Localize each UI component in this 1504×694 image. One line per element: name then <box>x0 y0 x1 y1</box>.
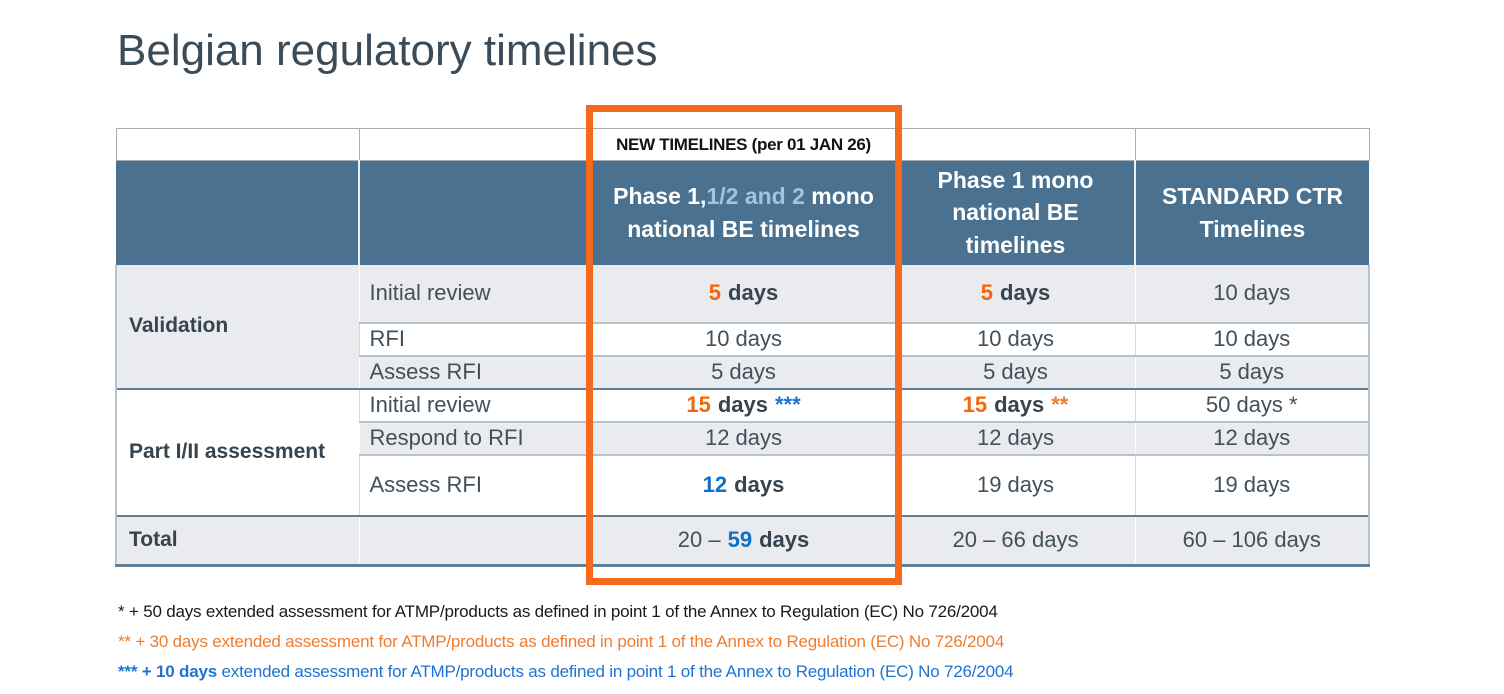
cell-mono-total: 20 – 66 days <box>895 514 1135 567</box>
value-unit: days <box>759 527 810 553</box>
cell-ctr: 5 days <box>1134 354 1370 389</box>
cell-mono: 5 days <box>895 354 1135 389</box>
cell-mono: 5 days <box>895 264 1135 323</box>
cell-mono: 15 days ** <box>895 387 1135 422</box>
new-timelines-banner: NEW TIMELINES (per 01 JAN 26) <box>590 128 897 161</box>
banner-row: NEW TIMELINES (per 01 JAN 26) <box>115 128 1370 161</box>
table-row-validation-initial-review: Validation Initial review 5 days 5 days 10… <box>115 264 1370 389</box>
cell-new: 5 days <box>590 354 896 389</box>
header-row: Phase 1,1/2 and 2 mono national BE timel… <box>116 160 1369 265</box>
header-phase-light: 1/2 and 2 <box>706 183 805 210</box>
cell-ctr: 10 days <box>1134 264 1370 323</box>
footnote-standard-ctr: * + 50 days extended assessment for ATMP… <box>118 602 998 622</box>
group-label-total: Total <box>115 514 359 567</box>
row-label: Initial review <box>358 264 591 323</box>
banner-empty-cell <box>895 128 1136 161</box>
col-header-standard-ctr: STANDARD CTR Timelines <box>1135 160 1369 265</box>
cell-new: 15 days *** <box>590 387 896 422</box>
header-phase-bold: Phase 1, <box>613 183 707 210</box>
cell-mono: 10 days <box>895 321 1135 356</box>
footnote-text: extended assessment for ATMP/products as… <box>217 662 1014 681</box>
banner-empty-cell <box>358 128 592 161</box>
row-label: Initial review <box>358 387 591 422</box>
table-row-assessment-initial-review: Part I/II assessment Initial review 15 da… <box>115 387 1370 516</box>
table-row-validation-rfi: RFI 10 days 10 days 10 days <box>116 321 1370 356</box>
value-unit: days <box>1000 280 1051 305</box>
group-label-validation: Validation <box>115 264 359 389</box>
col-header-phase1-mono: Phase 1 mono national BE timelines <box>896 160 1136 265</box>
table-row-validation-assess-rfi: Assess RFI 5 days 5 days 5 days <box>116 354 1370 389</box>
banner-empty-cell <box>1134 128 1370 161</box>
value-number: 12 <box>702 472 728 497</box>
cell-ctr: 50 days * <box>1134 387 1370 422</box>
cell-new: 10 days <box>590 321 896 356</box>
regulatory-timelines-table: NEW TIMELINES (per 01 JAN 26) Phase 1,1/… <box>115 128 1370 567</box>
row-label: Assess RFI <box>358 453 591 516</box>
header-empty-cell <box>116 160 360 265</box>
footnote-text: * + 50 days extended assessment for ATMP… <box>118 602 998 621</box>
banner-empty-cell <box>115 128 360 161</box>
row-label: Assess RFI <box>358 354 591 389</box>
table-row-assessment-respond-rfi: Respond to RFI 12 days 12 days 12 days <box>116 420 1370 455</box>
value-unit: days <box>994 392 1045 417</box>
footnote-text: ** + 30 days extended assessment for ATM… <box>118 632 1005 651</box>
cell-ctr: 10 days <box>1134 321 1370 356</box>
header-phase-rest: mono national BE timelines <box>627 183 874 242</box>
total-strong-number: 59 <box>727 527 753 553</box>
value-number: 5 <box>708 280 722 305</box>
cell-ctr: 19 days <box>1134 453 1370 516</box>
row-label: RFI <box>358 321 591 356</box>
cell-new: 12 days <box>590 453 896 516</box>
group-label-assessment: Part I/II assessment <box>115 387 359 516</box>
value-number: 15 <box>962 392 988 417</box>
footnote-phase1-mono: ** + 30 days extended assessment for ATM… <box>118 632 1004 652</box>
cell-mono: 12 days <box>895 420 1135 455</box>
cell-mono: 19 days <box>895 453 1135 516</box>
cell-new-total: 20 –59 days <box>590 514 896 567</box>
asterisk-suffix: *** <box>774 392 801 417</box>
cell-ctr-total: 60 – 106 days <box>1134 514 1370 567</box>
table-row-total: Total 20 –59 days 20 – 66 days 60 – 106 d… <box>115 514 1370 567</box>
footnote-new-timelines: *** + 10 days extended assessment for AT… <box>118 662 1014 682</box>
cell-new: 12 days <box>590 420 896 455</box>
table-row-assessment-assess-rfi: Assess RFI 12 days 19 days 19 days <box>116 453 1370 516</box>
col-header-new-timelines: Phase 1,1/2 and 2 mono national BE timel… <box>591 160 897 265</box>
total-prefix: 20 – <box>677 527 721 553</box>
value-number: 15 <box>686 392 711 417</box>
value-unit: days <box>734 472 785 497</box>
cell-new: 5 days <box>590 264 896 323</box>
row-label: Respond to RFI <box>358 420 591 455</box>
asterisk-suffix: ** <box>1051 392 1069 417</box>
cell-ctr: 12 days <box>1134 420 1370 455</box>
value-unit: days <box>717 392 768 417</box>
value-number: 5 <box>980 280 994 305</box>
total-empty-cell <box>358 514 591 567</box>
value-unit: days <box>728 280 779 305</box>
page-title: Belgian regulatory timelines <box>117 26 658 75</box>
footnote-lead: *** + 10 days <box>118 662 218 681</box>
header-empty-cell <box>359 160 592 265</box>
